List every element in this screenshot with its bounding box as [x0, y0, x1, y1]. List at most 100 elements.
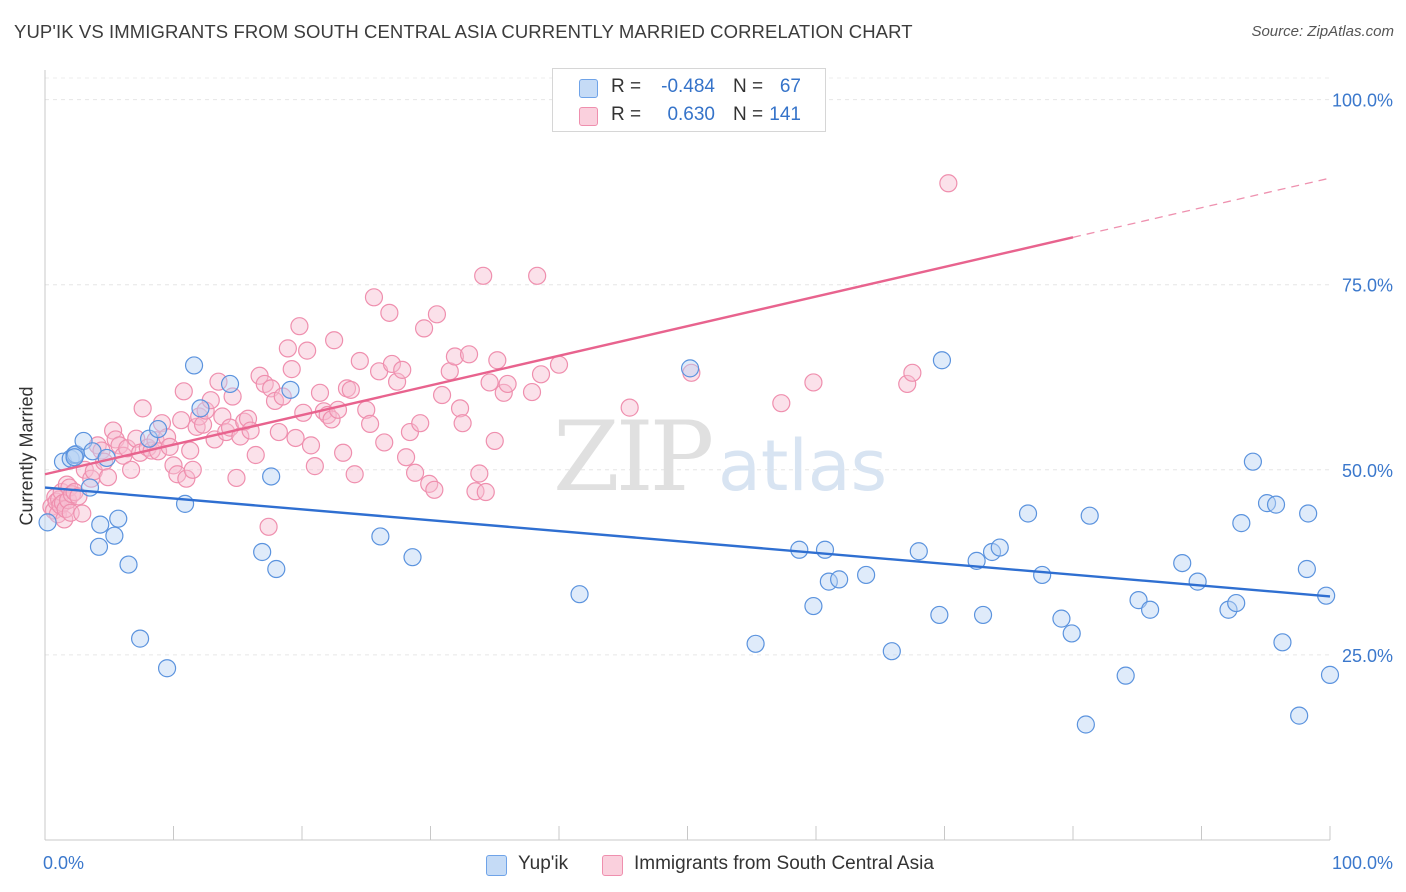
legend-row-yupik: R = -0.484 N = 67	[553, 74, 825, 102]
data-point	[882, 642, 901, 661]
data-point	[121, 460, 141, 479]
data-point	[130, 629, 150, 648]
data-point	[89, 537, 109, 556]
watermark-zip: ZIP	[553, 401, 712, 513]
data-point	[498, 374, 517, 394]
legend-n-value: 67	[779, 76, 801, 97]
data-point	[80, 478, 100, 497]
data-point	[1273, 633, 1292, 652]
data-point	[531, 365, 551, 384]
data-point	[488, 351, 507, 370]
data-point	[382, 354, 402, 374]
data-point	[177, 469, 196, 488]
data-point	[528, 266, 547, 285]
legend-label: Yup'ik	[518, 853, 569, 874]
data-point	[804, 373, 823, 392]
data-point	[445, 347, 465, 366]
data-point	[334, 443, 353, 462]
legend-r-label: R =	[611, 104, 642, 125]
data-point	[1243, 452, 1263, 471]
data-point	[396, 448, 416, 467]
data-point	[1227, 593, 1246, 613]
data-point	[133, 399, 152, 418]
data-point	[345, 465, 364, 484]
data-point	[1188, 572, 1207, 591]
data-point	[375, 433, 394, 452]
data-point	[973, 605, 993, 625]
legend-swatch-blue	[486, 855, 507, 876]
data-point	[1290, 706, 1309, 725]
data-point	[325, 331, 344, 350]
data-point	[857, 565, 876, 585]
data-point	[220, 374, 240, 394]
data-point	[432, 385, 452, 405]
data-point	[184, 356, 204, 375]
data-point	[1257, 494, 1277, 513]
data-point	[746, 634, 765, 653]
y-axis-label: Currently Married	[16, 386, 37, 526]
data-point	[341, 380, 360, 399]
data-point	[990, 538, 1009, 557]
data-point	[1320, 665, 1340, 684]
data-point	[939, 174, 958, 193]
data-point	[172, 411, 191, 430]
data-point	[474, 266, 493, 285]
data-point	[403, 548, 422, 567]
data-point	[98, 468, 118, 487]
data-point	[281, 380, 300, 399]
data-point	[466, 482, 485, 501]
x-tick-labels: 0.0% 100.0%	[43, 853, 1393, 873]
data-point	[298, 341, 317, 360]
data-point	[301, 436, 321, 455]
data-point	[476, 482, 495, 502]
data-point	[1232, 514, 1251, 533]
data-point	[1140, 600, 1160, 619]
data-point	[65, 448, 84, 467]
data-point	[181, 441, 200, 460]
data-point	[903, 363, 922, 382]
data-point	[1297, 559, 1316, 579]
data-point	[1080, 506, 1099, 525]
data-point	[91, 515, 110, 534]
data-point	[411, 414, 430, 433]
y-tick-label: 50.0%	[1342, 461, 1393, 481]
data-point	[830, 570, 849, 589]
data-point	[815, 540, 835, 559]
data-point	[898, 374, 917, 394]
source-label[interactable]: Source: ZipAtlas.com	[1251, 23, 1394, 40]
data-point	[364, 288, 384, 307]
data-point	[680, 359, 700, 378]
data-point	[1266, 495, 1286, 514]
data-point	[494, 383, 513, 402]
trend-line	[44, 486, 1331, 598]
data-point	[148, 419, 168, 439]
legend-label: Immigrants from South Central Asia	[634, 853, 934, 874]
legend-r-value: 0.630	[667, 104, 715, 125]
data-point	[405, 463, 425, 482]
data-point	[105, 526, 124, 545]
data-point	[209, 372, 228, 391]
data-point	[1062, 624, 1081, 643]
data-point	[361, 414, 380, 434]
data-point	[278, 339, 297, 358]
data-point	[1018, 504, 1038, 523]
watermark-atlas: atlas	[718, 425, 887, 507]
legend-n-label: N =	[733, 104, 764, 125]
data-point	[164, 456, 183, 475]
data-point	[267, 559, 286, 579]
legend-r-label: R =	[611, 76, 642, 97]
legend-row-immigrants: R = 0.630 N = 141	[553, 102, 825, 130]
data-point	[1076, 715, 1095, 734]
data-point	[119, 555, 138, 574]
y-tick-label: 100.0%	[1332, 91, 1393, 111]
y-tick-labels: 25.0% 50.0% 75.0% 100.0%	[1332, 91, 1393, 666]
data-point	[425, 480, 444, 499]
data-point	[328, 400, 348, 419]
data-point	[259, 517, 278, 536]
data-point	[1052, 609, 1071, 628]
data-point	[246, 445, 265, 465]
trend-lines	[44, 177, 1331, 598]
data-point	[322, 410, 341, 429]
data-point	[286, 428, 305, 448]
